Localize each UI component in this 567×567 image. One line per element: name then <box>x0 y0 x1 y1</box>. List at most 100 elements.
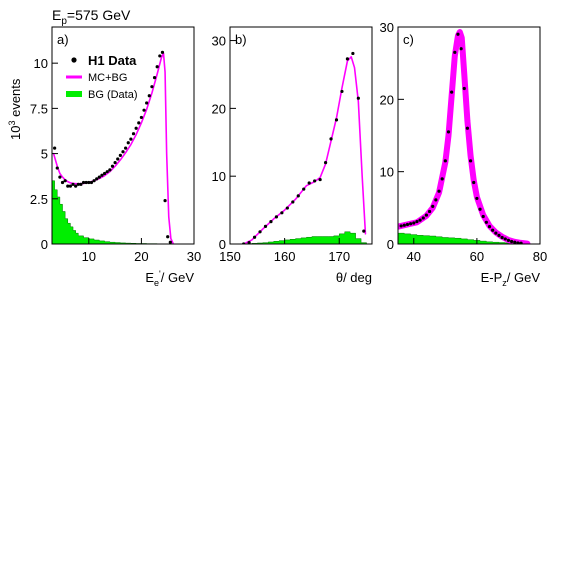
x-tick-label: 20 <box>134 249 148 264</box>
data-point <box>84 180 88 185</box>
panel-c: 40 60 80 0 10 20 30 c) E-Pz/ GeV <box>380 20 548 288</box>
data-point <box>510 239 514 244</box>
data-point <box>456 32 460 36</box>
x-axis-label: θ/ deg <box>336 270 372 285</box>
bg-histogram <box>52 180 168 244</box>
beam-energy-prefix: E <box>52 7 61 23</box>
beam-energy-label: Ep=575 GeV <box>52 7 131 27</box>
data-point <box>340 89 344 94</box>
data-point <box>131 132 136 136</box>
y-tick-label: 5 <box>41 147 48 162</box>
data-point <box>168 240 172 244</box>
data-point <box>58 175 62 179</box>
data-point <box>63 179 67 183</box>
data-point <box>307 181 311 185</box>
data-point <box>323 161 328 165</box>
data-point <box>434 198 438 202</box>
data-point <box>415 219 419 224</box>
data-point <box>126 141 130 145</box>
data-point <box>421 216 425 220</box>
data-point <box>100 173 104 177</box>
data-point <box>118 153 122 157</box>
data-point <box>74 184 78 188</box>
data-point <box>519 241 523 244</box>
legend-bg-swatch <box>66 91 82 97</box>
data-point <box>55 166 59 170</box>
legend-mc-label: MC+BG <box>88 72 127 84</box>
y-tick-label: 20 <box>212 101 226 116</box>
data-point <box>92 179 96 183</box>
data-point <box>296 194 300 198</box>
y-tick-label: 0 <box>219 237 226 252</box>
data-point <box>503 237 507 241</box>
y-axis-label: 103 events <box>7 78 23 140</box>
data-point <box>418 218 422 222</box>
data-point <box>134 126 138 130</box>
beam-energy-subscript: p <box>61 16 67 27</box>
y-tick-label: 10 <box>212 169 226 184</box>
data-point <box>247 241 251 244</box>
data-point <box>459 47 463 51</box>
data-point <box>155 65 159 69</box>
y-axis-label-base: 10 <box>8 126 23 140</box>
mc-band <box>398 29 531 244</box>
data-point <box>147 94 151 98</box>
data-point <box>76 182 80 186</box>
data-point <box>462 86 466 91</box>
data-point <box>160 50 165 54</box>
data-point <box>500 235 504 240</box>
data-point <box>431 204 435 208</box>
data-point <box>81 180 86 185</box>
data-point <box>129 137 133 141</box>
data-point <box>137 121 141 125</box>
data-point <box>399 224 403 228</box>
data-point <box>516 241 520 244</box>
data-point <box>318 177 322 182</box>
y-tick-label: 7.5 <box>30 101 48 116</box>
data-point <box>362 229 366 233</box>
data-point <box>116 157 120 161</box>
data-point <box>121 150 125 154</box>
data-point <box>356 96 360 100</box>
data-point <box>252 235 257 239</box>
y-tick-label: 10 <box>34 56 48 71</box>
data-point <box>163 199 167 203</box>
data-point <box>450 90 454 94</box>
data-point <box>351 51 355 56</box>
data-point <box>105 170 109 174</box>
data-point <box>108 168 112 172</box>
x-tick-label: 160 <box>274 249 296 264</box>
panel-label: c) <box>403 32 414 47</box>
data-point <box>468 159 473 163</box>
data-point <box>302 187 306 191</box>
data-point <box>285 206 289 210</box>
data-point <box>345 57 350 61</box>
x-axis-label-sub: e <box>154 278 159 288</box>
data-point <box>110 164 115 168</box>
data-point <box>97 175 101 179</box>
data-point <box>334 118 339 122</box>
data-point <box>263 224 268 228</box>
x-tick-label: 80 <box>533 249 547 264</box>
y-tick-label: 0 <box>41 237 48 252</box>
data-point <box>494 231 498 235</box>
data-point <box>152 76 157 80</box>
data-point <box>491 228 495 232</box>
x-axis-label: Ee'/ GeV <box>145 269 194 288</box>
plot-area <box>240 51 367 244</box>
data-point <box>478 207 482 211</box>
data-point <box>329 137 333 141</box>
beam-energy-value: =575 GeV <box>67 7 131 23</box>
legend-bg-label: BG (Data) <box>88 89 138 101</box>
y-axis-label-exponent: 3 <box>7 121 17 126</box>
data-point <box>274 215 279 219</box>
data-point <box>139 115 144 120</box>
data-point <box>258 230 262 234</box>
panel-label: a) <box>57 32 69 47</box>
x-axis-label-main: E <box>145 270 154 285</box>
x-axis-label-sup: ' <box>159 269 161 279</box>
data-point <box>443 159 447 163</box>
x-tick-label: 150 <box>219 249 241 264</box>
data-point <box>475 196 479 201</box>
